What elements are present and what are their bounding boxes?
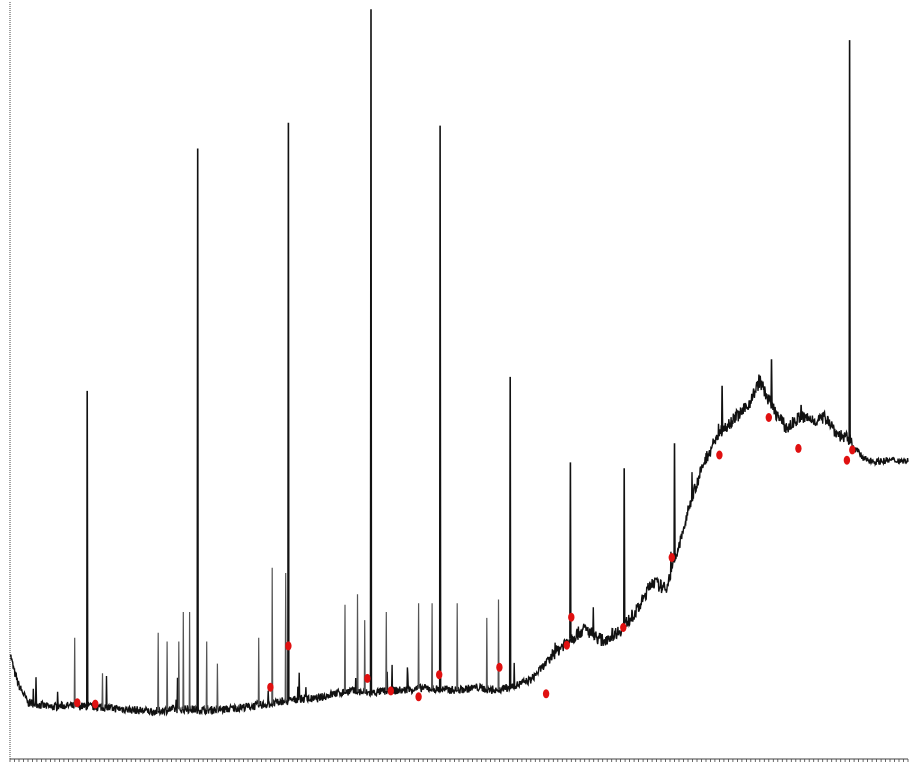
peak-12	[257, 637, 260, 706]
peak-10	[205, 641, 208, 711]
peak-marker-11	[563, 640, 570, 650]
peak-marker-15	[716, 450, 723, 460]
peak-27	[508, 376, 512, 688]
signal-trace	[9, 374, 909, 717]
peak-31	[720, 385, 724, 431]
peak-marker-12	[568, 612, 575, 622]
peak-14	[284, 572, 287, 702]
peak-25	[485, 617, 488, 690]
peak-2	[86, 390, 89, 707]
peak-marker-6	[387, 686, 394, 696]
peak-32	[770, 359, 773, 406]
peak-marker-19	[849, 445, 856, 455]
peak-marker-10	[542, 689, 550, 699]
peak-8	[188, 611, 191, 710]
peak-6	[177, 641, 180, 710]
peak-marker-14	[668, 553, 675, 562]
peak-30	[673, 443, 676, 561]
peak-33	[799, 404, 803, 418]
x-axis-ticks	[9, 759, 909, 762]
peak-5	[166, 641, 169, 710]
peak-1	[73, 637, 76, 707]
peak-23	[438, 125, 442, 690]
peak-3	[101, 673, 104, 708]
peak-22	[431, 603, 434, 689]
peak-16	[343, 604, 346, 692]
peak-29	[623, 468, 626, 626]
peak-marker-13	[620, 623, 627, 632]
peak-21	[417, 603, 420, 689]
peak-marker-18	[843, 455, 851, 465]
peak-13	[271, 567, 274, 704]
peak-marker-5	[364, 673, 371, 683]
peak-17	[356, 594, 359, 692]
axis-layer	[9, 2, 909, 762]
peak-marker-4	[285, 641, 292, 651]
peak-9	[196, 148, 199, 710]
peak-marker-1	[74, 698, 81, 708]
peak-28	[569, 462, 572, 639]
peak-marker-2	[92, 699, 99, 709]
peak-34	[848, 40, 851, 441]
peak-marker-7	[415, 692, 422, 702]
peak-26	[497, 599, 500, 691]
peak-19	[369, 9, 373, 693]
peak-18	[363, 620, 366, 693]
peak-24	[456, 603, 459, 691]
peak-20	[385, 611, 388, 692]
peak-marker-3	[267, 682, 274, 692]
trace-layer	[9, 374, 909, 717]
peak-7	[182, 611, 185, 710]
peak-4	[157, 632, 160, 712]
peak-15	[287, 122, 290, 701]
peak-marker-layer	[74, 413, 856, 709]
peak-marker-8	[436, 670, 443, 680]
peak-marker-17	[795, 443, 802, 453]
peak-marker-9	[496, 662, 503, 672]
peak-11	[216, 663, 219, 710]
peak-marker-16	[765, 413, 772, 422]
peak-layer	[73, 9, 851, 712]
